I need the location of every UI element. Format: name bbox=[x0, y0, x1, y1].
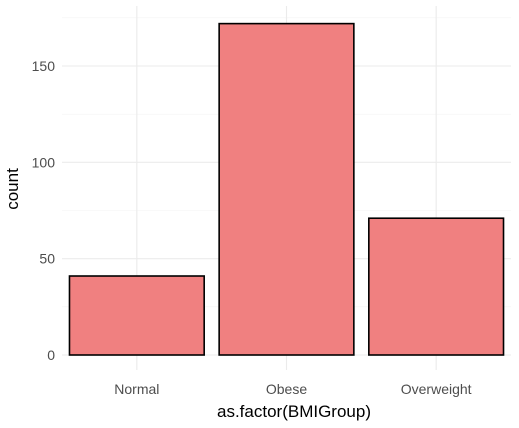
y-axis-title: count bbox=[3, 168, 22, 210]
x-tick-labels: Normal Obese Overweight bbox=[114, 381, 471, 397]
bar-overweight bbox=[368, 217, 505, 356]
x-tick-label: Normal bbox=[114, 381, 159, 397]
y-tick-label: 100 bbox=[32, 154, 56, 170]
x-tick-label: Overweight bbox=[401, 381, 472, 397]
y-tick-label: 0 bbox=[47, 347, 55, 363]
x-axis-title: as.factor(BMIGroup) bbox=[217, 402, 371, 421]
x-tick-label: Obese bbox=[266, 381, 307, 397]
y-tick-labels: 0 50 100 150 bbox=[32, 58, 56, 363]
bar-obese bbox=[218, 22, 355, 356]
bars bbox=[68, 22, 505, 356]
y-tick-label: 50 bbox=[39, 251, 55, 267]
y-tick-label: 150 bbox=[32, 58, 56, 74]
bar-normal bbox=[68, 275, 205, 356]
